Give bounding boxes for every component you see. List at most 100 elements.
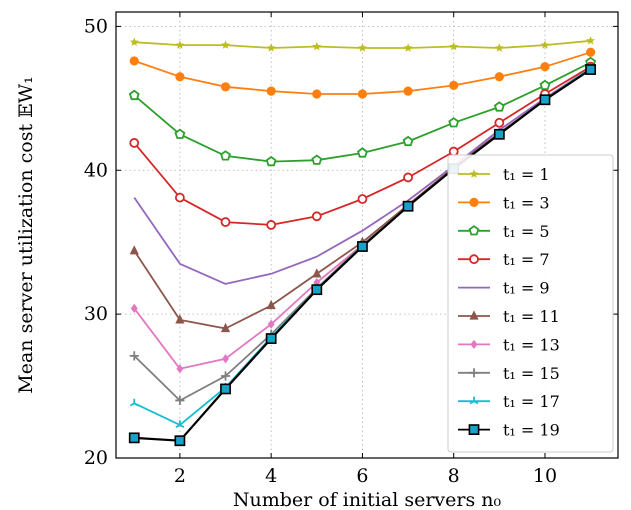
data-point <box>449 41 459 51</box>
data-point <box>357 241 368 252</box>
legend-label: t₁ = 13 <box>503 335 560 354</box>
data-point <box>221 40 230 49</box>
data-point <box>128 89 140 101</box>
plot-frame <box>115 11 619 459</box>
data-point <box>403 43 413 52</box>
data-point <box>357 147 368 158</box>
data-point <box>265 155 277 167</box>
data-point <box>469 169 479 178</box>
axis-ticks: 2 4 6 8 10 20 30 40 50 <box>84 12 618 487</box>
series-line <box>133 67 592 285</box>
x-tick-label: 2 <box>174 465 186 487</box>
data-point <box>222 354 229 364</box>
data-point <box>129 37 139 46</box>
series-line <box>134 51 591 95</box>
x-tick-label: 10 <box>533 465 557 487</box>
legend-entry: t₁ = 11 <box>458 307 560 326</box>
series-1 <box>129 36 595 52</box>
data-point <box>312 89 322 99</box>
legend-entry: t₁ = 19 <box>458 421 560 440</box>
data-point <box>220 82 231 92</box>
data-point <box>220 217 231 227</box>
y-tick-label: 30 <box>84 303 108 325</box>
data-point <box>540 40 550 49</box>
legend-label: t₁ = 15 <box>503 364 560 383</box>
data-point <box>357 89 368 99</box>
data-point <box>175 40 185 49</box>
data-point <box>130 303 138 313</box>
legend-entry: t₁ = 9 <box>458 279 550 298</box>
data-point <box>175 395 185 406</box>
data-point <box>449 80 459 90</box>
legend-label: t₁ = 3 <box>503 193 550 212</box>
data-point <box>267 319 275 329</box>
data-point <box>469 396 479 405</box>
series-lines <box>128 36 597 447</box>
data-point <box>129 398 139 407</box>
data-point <box>266 43 276 52</box>
data-point <box>311 284 323 296</box>
data-point <box>470 339 478 349</box>
x-tick-label: 4 <box>265 465 277 487</box>
legend-entry: t₁ = 3 <box>458 193 550 212</box>
data-point <box>469 310 479 320</box>
data-point <box>220 322 231 333</box>
data-point <box>358 43 367 52</box>
data-point <box>494 117 505 128</box>
series-10 <box>128 64 597 447</box>
data-point <box>220 371 231 381</box>
data-point <box>265 333 277 344</box>
data-point <box>448 146 459 157</box>
legend-label: t₁ = 19 <box>503 421 560 440</box>
data-point <box>539 79 551 90</box>
legend-entry: t₁ = 7 <box>458 250 550 269</box>
data-point <box>402 200 414 212</box>
legend-box <box>447 154 614 453</box>
data-point <box>495 43 504 52</box>
legend-label: t₁ = 11 <box>503 307 560 326</box>
data-point <box>174 192 185 203</box>
data-point <box>448 117 460 128</box>
data-point <box>469 368 479 378</box>
y-tick-label: 20 <box>84 447 108 469</box>
legend-label: t₁ = 9 <box>503 279 550 298</box>
data-point <box>266 220 277 230</box>
data-point <box>311 154 323 165</box>
data-point <box>468 225 480 236</box>
data-point <box>311 211 322 222</box>
data-point <box>174 435 186 447</box>
data-point <box>586 36 595 45</box>
data-point <box>266 299 276 310</box>
x-axis-label: Number of initial servers n₀ <box>233 489 502 510</box>
y-tick-label: 40 <box>84 159 108 181</box>
data-point <box>266 86 276 96</box>
y-tick-label: 50 <box>84 15 108 37</box>
legend-entry: t₁ = 13 <box>458 335 560 354</box>
y-axis-label: Mean server utilization cost 𝔼W₁ <box>15 76 37 393</box>
data-point <box>129 245 139 255</box>
data-point <box>129 56 139 66</box>
data-point <box>175 314 185 324</box>
data-point <box>312 41 322 51</box>
data-point <box>220 383 231 395</box>
data-point <box>586 47 596 57</box>
series-2 <box>129 47 596 99</box>
data-point <box>469 197 479 207</box>
data-point <box>539 94 551 106</box>
legend-entry: t₁ = 15 <box>458 364 560 383</box>
data-point <box>175 420 185 428</box>
data-point <box>540 62 550 72</box>
data-point <box>175 72 185 82</box>
legend-label: t₁ = 1 <box>503 165 550 184</box>
data-point <box>493 128 505 140</box>
legend-label: t₁ = 5 <box>503 222 550 241</box>
x-tick-label: 6 <box>356 465 368 487</box>
data-point <box>357 194 368 204</box>
data-point <box>129 138 140 148</box>
legend: t₁ = 1 t₁ = 3 t₁ = 5 t₁ = 7 t₁ = 9 t₁ = 11 t₁ … <box>447 154 614 453</box>
data-point <box>469 254 479 265</box>
legend-entry: t₁ = 5 <box>458 222 550 241</box>
data-point <box>174 128 186 139</box>
data-point <box>468 424 480 435</box>
